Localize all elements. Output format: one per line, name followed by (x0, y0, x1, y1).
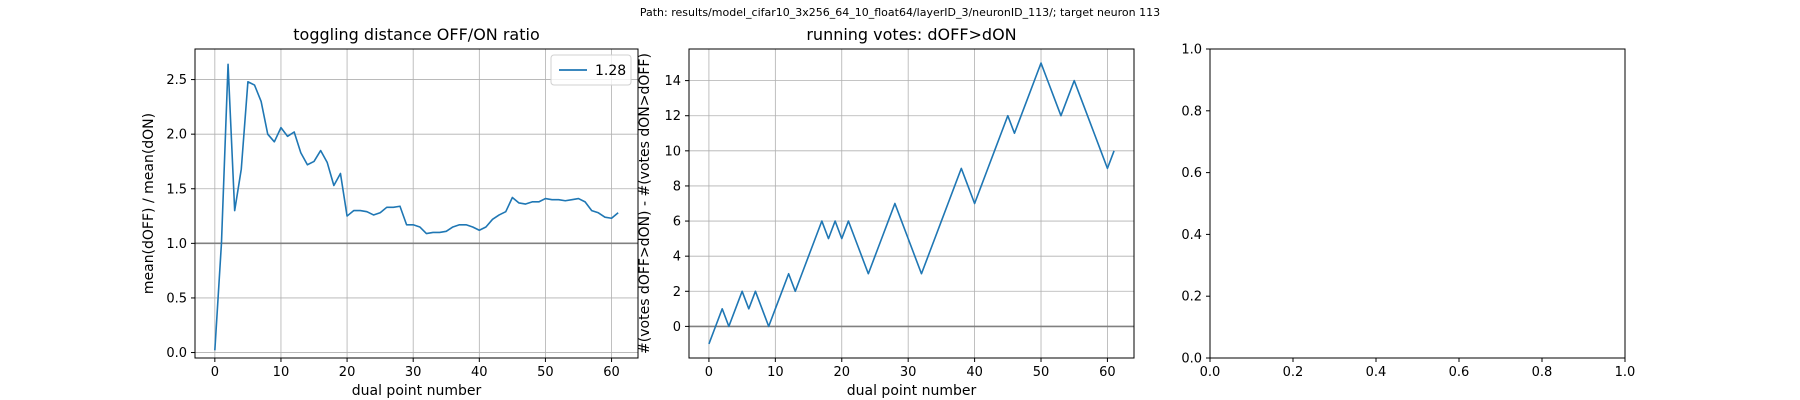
y-tick-label: 14 (664, 74, 681, 89)
y-axis-label: #(votes dOFF>dON) - #(votes dON>dOFF) (637, 53, 653, 354)
y-tick-label: 0.8 (1181, 104, 1202, 119)
axes-frame (1209, 48, 1626, 359)
y-tick-label: 4 (673, 250, 681, 265)
figure-suptitle: Path: results/model_cifar10_3x256_64_10_… (639, 6, 1161, 19)
x-tick-label: 50 (537, 365, 554, 380)
x-tick-label: 0 (211, 365, 219, 380)
chart-title: running votes: dOFF>dON (806, 25, 1016, 44)
y-tick-label: 10 (664, 144, 681, 159)
series-line-1 (214, 63, 619, 351)
axes-frame (688, 48, 1135, 359)
y-axis-label: mean(dOFF) / mean(dON) (141, 113, 157, 294)
y-tick-label: 1.0 (166, 237, 187, 252)
x-tick-label: 0.0 (1200, 365, 1221, 380)
x-tick-label: 10 (767, 365, 784, 380)
y-tick-label: 0 (673, 320, 681, 335)
x-tick-label: 40 (471, 365, 488, 380)
x-tick-label: 30 (900, 365, 917, 380)
chart-panel-3: 0.0 0.2 0.4 0.6 0.8 1.0 0.0 0.2 0.4 0.6 0.8 1.0 (1181, 43, 1635, 381)
x-axis-label: dual point number (847, 383, 977, 399)
y-tick-label: 0.5 (166, 291, 187, 306)
y-tick-label: 2.0 (166, 128, 187, 143)
x-tick-label: 50 (1033, 365, 1050, 380)
x-tick-label: 0.6 (1449, 365, 1470, 380)
legend-label: 1.28 (595, 63, 626, 79)
y-tick-label: 0.4 (1181, 228, 1202, 243)
x-tick-label: 20 (833, 365, 850, 380)
x-tick-label: 0 (705, 365, 713, 380)
y-tick-label: 8 (673, 179, 681, 194)
y-tick-label: 2 (673, 285, 681, 300)
y-tick-label: 2.5 (166, 73, 187, 88)
legend-box (550, 54, 632, 86)
x-tick-label: 60 (603, 365, 620, 380)
x-tick-label: 1.0 (1615, 365, 1636, 380)
chart-panel-1: 0 10 20 30 40 50 60 0.0 0.5 1.0 1.5 2.0 2.5 toggling … (141, 25, 639, 399)
chart-title: toggling distance OFF/ON ratio (293, 25, 539, 44)
y-tick-label: 0.0 (166, 346, 187, 361)
x-tick-label: 0.2 (1283, 365, 1304, 380)
x-tick-label: 0.8 (1532, 365, 1553, 380)
y-tick-label: 1.0 (1181, 43, 1202, 58)
x-axis-label: dual point number (352, 383, 482, 399)
y-tick-label: 0.6 (1181, 166, 1202, 181)
chart-panel-2: 0 10 20 30 40 50 60 0 2 4 6 8 10 12 14 running votes: d… (637, 25, 1135, 399)
x-tick-label: 20 (339, 365, 356, 380)
x-tick-label: 60 (1099, 365, 1116, 380)
y-tick-label: 0.0 (1181, 352, 1202, 367)
x-tick-label: 10 (273, 365, 290, 380)
y-tick-label: 0.2 (1181, 290, 1202, 305)
series-line-1 (708, 62, 1115, 345)
x-tick-label: 40 (966, 365, 983, 380)
x-tick-label: 0.4 (1366, 365, 1387, 380)
axes-frame (194, 48, 639, 359)
y-tick-label: 12 (664, 109, 681, 124)
y-tick-label: 6 (673, 215, 681, 230)
x-tick-label: 30 (405, 365, 422, 380)
y-tick-label: 1.5 (166, 182, 187, 197)
legend: 1.28 (550, 54, 632, 86)
